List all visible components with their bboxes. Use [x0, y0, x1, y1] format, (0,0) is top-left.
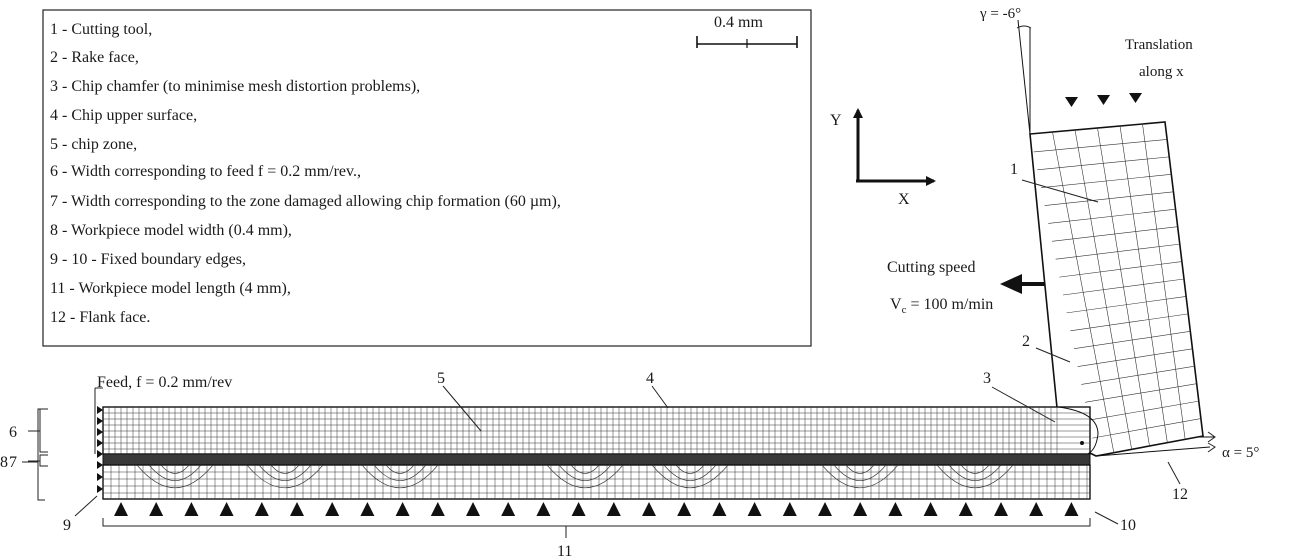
- feed-label: Feed, f = 0.2 mm/rev: [97, 374, 232, 391]
- callout-1: 1: [1010, 161, 1018, 178]
- callout-2: 2: [1022, 333, 1030, 350]
- legend-item-12: 12 - Flank face.: [50, 309, 150, 326]
- legend-item-4: 4 - Chip upper surface,: [50, 107, 197, 124]
- cutting-tool: γ = -6° Translation along x α = 5°: [979, 6, 1259, 461]
- legend-item-6: 6 - Width corresponding to feed f = 0.2 …: [50, 163, 361, 180]
- workpiece-mesh: [103, 464, 1090, 499]
- x-axis-label: X: [898, 191, 910, 208]
- rake-angle-label: γ = -6°: [979, 6, 1021, 22]
- tool-mesh: [1033, 123, 1201, 453]
- workpiece-base: [102, 464, 1091, 500]
- cutting-speed-label: Cutting speed: [887, 259, 975, 276]
- y-axis-label: Y: [830, 112, 842, 129]
- fixed-boundary-edge: [114, 502, 1079, 516]
- legend-box: 1 - Cutting tool, 2 - Rake face, 3 - Chi…: [42, 9, 812, 347]
- callout-12: 12: [1172, 486, 1188, 503]
- tool-outline: [1029, 121, 1204, 457]
- clearance-angle-label: α = 5°: [1222, 445, 1259, 461]
- legend-item-2: 2 - Rake face,: [50, 49, 139, 66]
- legend-item-5: 5 - chip zone,: [50, 136, 137, 153]
- callout-9: 9: [63, 517, 71, 534]
- legend-item-11: 11 - Workpiece model length (4 mm),: [50, 280, 291, 297]
- workpiece: [97, 406, 1099, 516]
- callouts: 1 2 3 4 5 6 7 8 9 10 11 12: [0, 161, 1188, 558]
- legend-item-1: 1 - Cutting tool,: [50, 21, 152, 38]
- translation-label-line1: Translation: [1125, 37, 1193, 53]
- scale-bar: 0.4 mm: [696, 14, 798, 48]
- cutting-speed-value: Vc = 100 m/min: [890, 296, 993, 316]
- coordinate-axes: Y X: [830, 108, 936, 208]
- legend-item-9: 9 - 10 - Fixed boundary edges,: [50, 251, 246, 268]
- callout-5: 5: [437, 370, 445, 387]
- chip-chamfer: [1057, 406, 1099, 456]
- legend-item-7: 7 - Width corresponding to the zone dama…: [50, 193, 561, 210]
- cutting-speed-arrow-head: [1000, 274, 1022, 294]
- translation-marker: [1129, 93, 1142, 103]
- callout-6: 6: [9, 424, 17, 441]
- translation-marker: [1097, 95, 1110, 105]
- callout-10: 10: [1120, 517, 1136, 534]
- fixed-boundary-edge-left: [97, 406, 103, 493]
- legend-item-3: 3 - Chip chamfer (to minimise mesh disto…: [50, 78, 420, 95]
- scale-bar-label: 0.4 mm: [714, 14, 763, 31]
- callout-8: 8: [0, 454, 8, 471]
- translation-marker: [1065, 97, 1078, 107]
- legend-border: [42, 9, 812, 347]
- dimension-brackets: Feed, f = 0.2 mm/rev: [22, 374, 1091, 538]
- callout-3: 3: [983, 370, 991, 387]
- callout-4: 4: [646, 370, 654, 387]
- chip-zone: [102, 406, 1091, 455]
- callout-7: 7: [9, 454, 17, 471]
- legend-item-8: 8 - Workpiece model width (0.4 mm),: [50, 222, 292, 239]
- callout-11: 11: [557, 543, 572, 558]
- translation-label-line2: along x: [1139, 64, 1184, 80]
- chip-mesh: [103, 407, 1090, 454]
